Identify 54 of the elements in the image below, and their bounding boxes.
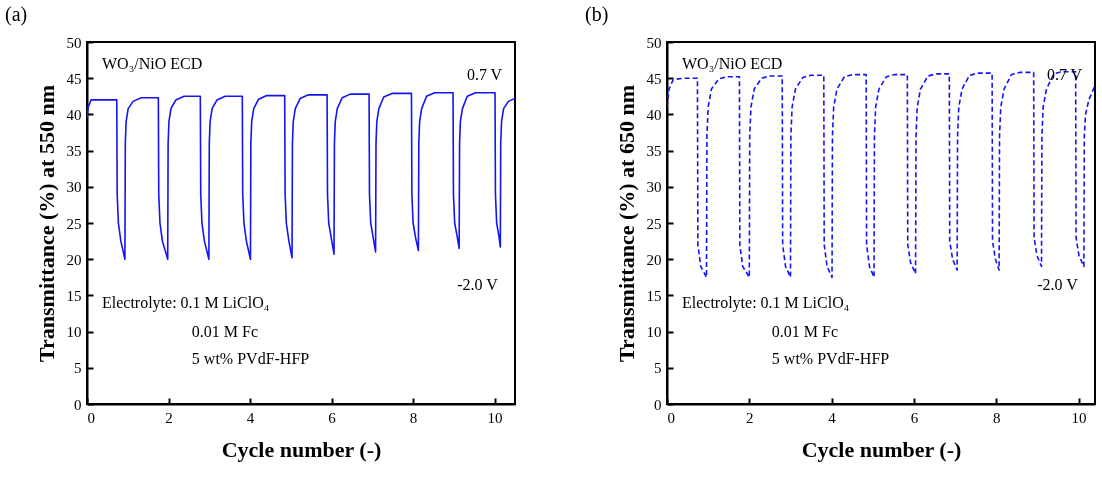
x-tick-label: 0 [667, 409, 675, 426]
y-tick-label: 25 [66, 215, 82, 232]
y-axis-title: Transmittance (%) at 650 nm [613, 85, 639, 362]
y-tick-label: 40 [66, 106, 82, 123]
annotation: WO₃/NiO ECD [101, 54, 203, 72]
annotation: 5 wt% PVdF-HFP [771, 349, 890, 367]
y-tick-label: 15 [646, 287, 662, 304]
y-tick-label: 50 [646, 34, 662, 51]
y-tick-label: 5 [74, 360, 82, 377]
annotation: Electrolyte: 0.1 M LiClO₄ [101, 293, 270, 312]
y-tick-label: 40 [646, 106, 662, 123]
x-tick-label: 8 [992, 409, 1001, 426]
annotation: WO₃/NiO ECD [681, 54, 783, 72]
x-tick-label: 8 [409, 409, 418, 426]
annotation: -2.0 V [457, 275, 499, 293]
annotation: -2.0 V [1037, 275, 1079, 293]
chart-title: (b) [585, 3, 609, 26]
x-axis-title: Cycle number (-) [221, 436, 382, 462]
line-series [87, 91, 515, 260]
y-tick-label: 50 [66, 34, 82, 51]
y-tick-label: 30 [66, 179, 82, 196]
annotation: 0.01 M Fc [191, 322, 259, 340]
x-tick-label: 6 [328, 409, 337, 426]
x-tick-label: 10 [487, 409, 503, 426]
x-tick-label: 4 [246, 409, 255, 426]
chart-title: (a) [5, 3, 28, 26]
annotation: 0.01 M Fc [771, 322, 839, 340]
y-tick-label: 0 [74, 396, 82, 413]
x-tick-label: 2 [165, 409, 173, 426]
annotation: 0.7 V [1046, 65, 1083, 83]
y-tick-label: 35 [66, 143, 82, 160]
y-tick-label: 20 [646, 251, 662, 268]
annotation: Electrolyte: 0.1 M LiClO₄ [681, 293, 850, 312]
y-tick-label: 30 [646, 179, 662, 196]
x-tick-label: 10 [1071, 409, 1087, 426]
x-tick-label: 6 [910, 409, 919, 426]
y-tick-label: 25 [646, 215, 662, 232]
y-axis-title: Transmittance (%) at 550 nm [33, 85, 59, 362]
y-tick-label: 10 [646, 324, 662, 341]
x-tick-label: 0 [87, 409, 95, 426]
y-tick-label: 0 [654, 396, 662, 413]
x-tick-label: 2 [746, 409, 754, 426]
y-tick-label: 35 [646, 143, 662, 160]
y-tick-label: 45 [646, 70, 662, 87]
y-tick-label: 45 [66, 70, 82, 87]
annotation: 5 wt% PVdF-HFP [191, 349, 310, 367]
annotation: 0.7 V [466, 65, 503, 83]
x-axis-title: Cycle number (-) [801, 436, 962, 462]
y-tick-label: 10 [66, 324, 82, 341]
y-tick-label: 20 [66, 251, 82, 268]
y-tick-label: 15 [66, 287, 82, 304]
y-tick-label: 5 [654, 360, 662, 377]
x-tick-label: 4 [828, 409, 837, 426]
line-series [667, 70, 1095, 279]
